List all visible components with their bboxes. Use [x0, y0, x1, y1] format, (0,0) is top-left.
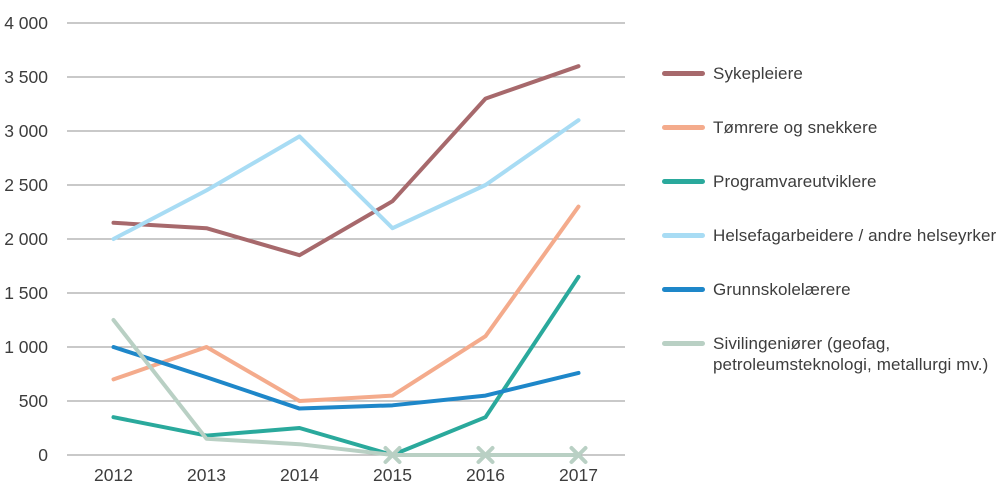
y-axis-tick-label: 1 500 [4, 283, 48, 303]
legend-swatch [662, 71, 705, 76]
legend-label: Sykepleiere [713, 64, 803, 83]
y-axis-tick-label: 2 000 [4, 229, 48, 249]
legend-item: Tømrere og snekkere [662, 117, 1000, 138]
legend-swatch [662, 287, 705, 292]
legend-label: Sivilingeniører (geofag, petroleumstekno… [713, 334, 989, 374]
legend-swatch [662, 341, 705, 346]
legend-swatch [662, 179, 705, 184]
x-axis-tick-label: 2015 [373, 465, 412, 485]
series-line [111, 118, 581, 241]
legend-swatch [662, 125, 705, 130]
x-axis-tick-label: 2012 [94, 465, 133, 485]
x-axis-tick-label: 2016 [466, 465, 505, 485]
legend-item: Helsefagarbeidere / andre helseyrker [662, 225, 1000, 246]
legend-label: Tømrere og snekkere [713, 118, 878, 137]
line-chart-plot-area: 0 500 1 000 1 500 2 000 2 500 3 000 3 500 4 000 2… [4, 13, 625, 485]
series-line [111, 204, 581, 403]
legend-label: Grunnskolelærere [713, 280, 851, 299]
series-line [111, 318, 581, 457]
legend-swatch [662, 233, 705, 238]
y-axis-tick-label: 3 500 [4, 67, 48, 87]
x-marker [383, 446, 402, 464]
legend-item: Grunnskolelærere [662, 279, 1000, 300]
legend-item: Sivilingeniører (geofag, petroleumstekno… [662, 333, 1000, 375]
chart-legend: Sykepleiere Tømrere og snekkere Programvar… [650, 0, 1000, 408]
legend-item: Programvareutviklere [662, 171, 1000, 192]
legend-label: Helsefagarbeidere / andre helseyrker [713, 226, 997, 245]
series-line [111, 345, 581, 411]
legend-item: Sykepleiere [662, 63, 1000, 84]
y-axis-tick-label: 0 [38, 445, 48, 465]
legend-label: Programvareutviklere [713, 172, 877, 191]
y-axis-tick-label: 4 000 [4, 13, 48, 33]
y-axis-tick-label: 2 500 [4, 175, 48, 195]
y-axis-tick-label: 3 000 [4, 121, 48, 141]
y-axis-tick-label: 1 000 [4, 337, 48, 357]
x-marker [476, 446, 495, 464]
x-axis-tick-label: 2017 [559, 465, 598, 485]
series-line [111, 64, 581, 258]
x-axis-tick-label: 2014 [280, 465, 319, 485]
x-axis-tick-label: 2013 [187, 465, 226, 485]
y-axis-tick-label: 500 [19, 391, 48, 411]
x-marker [569, 446, 588, 464]
